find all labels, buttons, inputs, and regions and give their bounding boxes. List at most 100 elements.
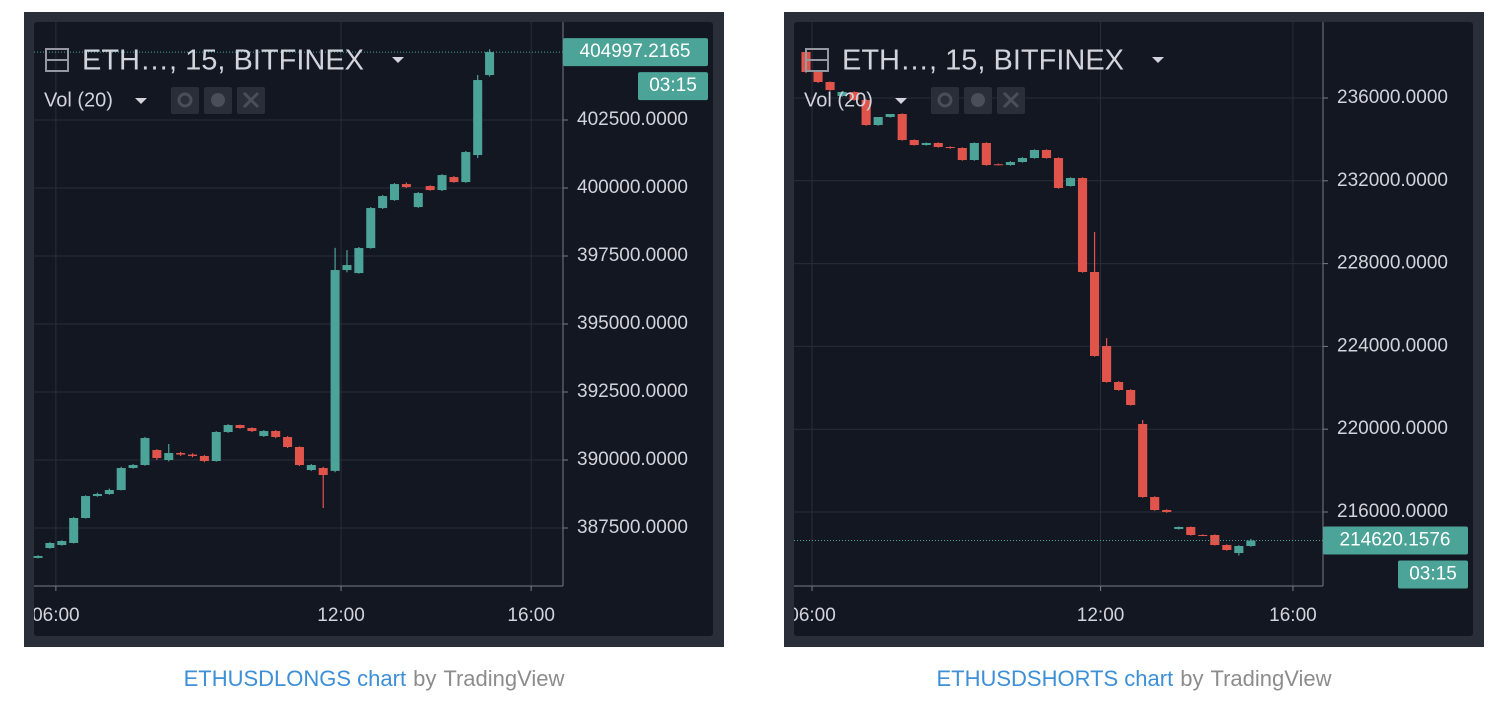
y-tick-label: 216000.0000 (1337, 501, 1448, 522)
x-tick-label: 16:00 (1269, 605, 1317, 626)
candle-body (861, 100, 871, 126)
symbol-dropdown[interactable] (392, 57, 404, 63)
y-tick-label: 236000.0000 (1337, 87, 1448, 108)
candle-body (306, 465, 316, 471)
candle-body (140, 438, 150, 466)
y-tick-label: 220000.0000 (1337, 418, 1448, 439)
x-tick-label: 12:00 (1077, 605, 1125, 626)
time-axis-labels: 06:00 12:00 16:00 (788, 586, 1317, 626)
eye-button[interactable] (931, 87, 959, 114)
candle-body (330, 270, 340, 471)
eye-icon (177, 92, 193, 108)
candle-body (825, 82, 835, 91)
x-tick-label: 12:00 (317, 605, 365, 626)
caption: ETHUSDLONGS chart by TradingView (184, 666, 565, 691)
close-icon (242, 91, 260, 109)
candle-body (33, 555, 43, 558)
panel (794, 22, 1473, 636)
candle-body (176, 453, 186, 455)
candle-body (259, 431, 269, 437)
candle-body (1017, 158, 1028, 163)
x-tick-label: 06:00 (788, 605, 836, 626)
x-tick-label: 16:00 (507, 605, 555, 626)
x-tick-label: 06:00 (32, 605, 80, 626)
candle-body (413, 193, 423, 208)
candle-body (57, 541, 67, 546)
candle-body (342, 265, 352, 271)
y-tick-label: 224000.0000 (1337, 335, 1448, 356)
y-tick-label: 228000.0000 (1337, 253, 1448, 274)
candle-body (283, 437, 293, 448)
last-price-box (1323, 526, 1468, 555)
candle-body (235, 425, 245, 429)
caption-source[interactable]: TradingView (1210, 666, 1331, 691)
candle-body (1089, 272, 1100, 357)
last-price-label: 214620.1576 (1340, 530, 1451, 551)
candle-body (993, 164, 1003, 166)
candle-body (473, 80, 483, 156)
candle-body (1077, 178, 1088, 273)
candle-body (104, 490, 114, 495)
eye-button[interactable] (171, 87, 199, 114)
panel (34, 22, 713, 636)
caption-by: by (413, 666, 436, 691)
y-tick-label: 390000.0000 (577, 449, 688, 470)
symbol-dropdown[interactable] (1152, 57, 1164, 63)
candle-body (81, 496, 91, 518)
candle-body (1041, 150, 1052, 159)
caption-link[interactable]: ETHUSDLONGS chart (184, 666, 407, 691)
candle-body (921, 143, 931, 146)
indicator-label: Vol (20) (44, 89, 113, 111)
candle-body (223, 425, 233, 433)
last-price-box (563, 38, 708, 67)
candle-body (1005, 162, 1015, 166)
candle-body (1126, 389, 1136, 406)
candle-body (211, 432, 221, 462)
candle-body (187, 454, 198, 457)
indicator-label: Vol (20) (804, 89, 873, 111)
candle-body (354, 248, 364, 274)
candle-body (164, 453, 174, 461)
chart-title: ETH…, 15, BITFINEX (82, 45, 364, 77)
close-icon (1002, 91, 1020, 109)
candle-body (957, 147, 967, 161)
candle-body (152, 450, 162, 459)
countdown-box (1398, 560, 1468, 589)
candle-body (401, 184, 411, 188)
y-tick-label: 397500.0000 (577, 245, 688, 266)
candle-body (1150, 497, 1160, 511)
y-tick-label: 395000.0000 (577, 313, 688, 334)
candle-body (1210, 534, 1220, 546)
candle-body (45, 542, 55, 549)
y-tick-label: 400000.0000 (577, 177, 688, 198)
candle-body (116, 468, 126, 491)
candle-body (318, 468, 328, 476)
candle-body (849, 92, 859, 101)
chart-title: ETH…, 15, BITFINEX (842, 45, 1124, 77)
indicator-dropdown[interactable] (135, 98, 147, 104)
candle-body (1198, 534, 1208, 536)
y-tick-label: 402500.0000 (577, 109, 688, 130)
y-tick-label: 387500.0000 (577, 517, 688, 538)
candle-body (945, 147, 955, 149)
candle-body (449, 177, 459, 183)
candle-body (389, 184, 400, 201)
candle-body (897, 114, 907, 141)
candle-body (813, 72, 823, 83)
candle-body (1234, 546, 1244, 554)
candle-body (1053, 158, 1064, 189)
candle-body (437, 175, 447, 191)
candle-body (92, 494, 102, 497)
countdown: 03:15 (1409, 564, 1457, 585)
y-tick-label: 392500.0000 (577, 381, 688, 402)
caption-source[interactable]: TradingView (443, 666, 564, 691)
countdown-box (638, 72, 708, 101)
candle-body (294, 447, 304, 466)
candle-body (271, 431, 281, 438)
candle-body (1222, 545, 1232, 551)
indicator-dropdown[interactable] (895, 98, 907, 104)
caption-link[interactable]: ETHUSDSHORTS chart (936, 666, 1173, 691)
countdown: 03:15 (649, 75, 697, 96)
